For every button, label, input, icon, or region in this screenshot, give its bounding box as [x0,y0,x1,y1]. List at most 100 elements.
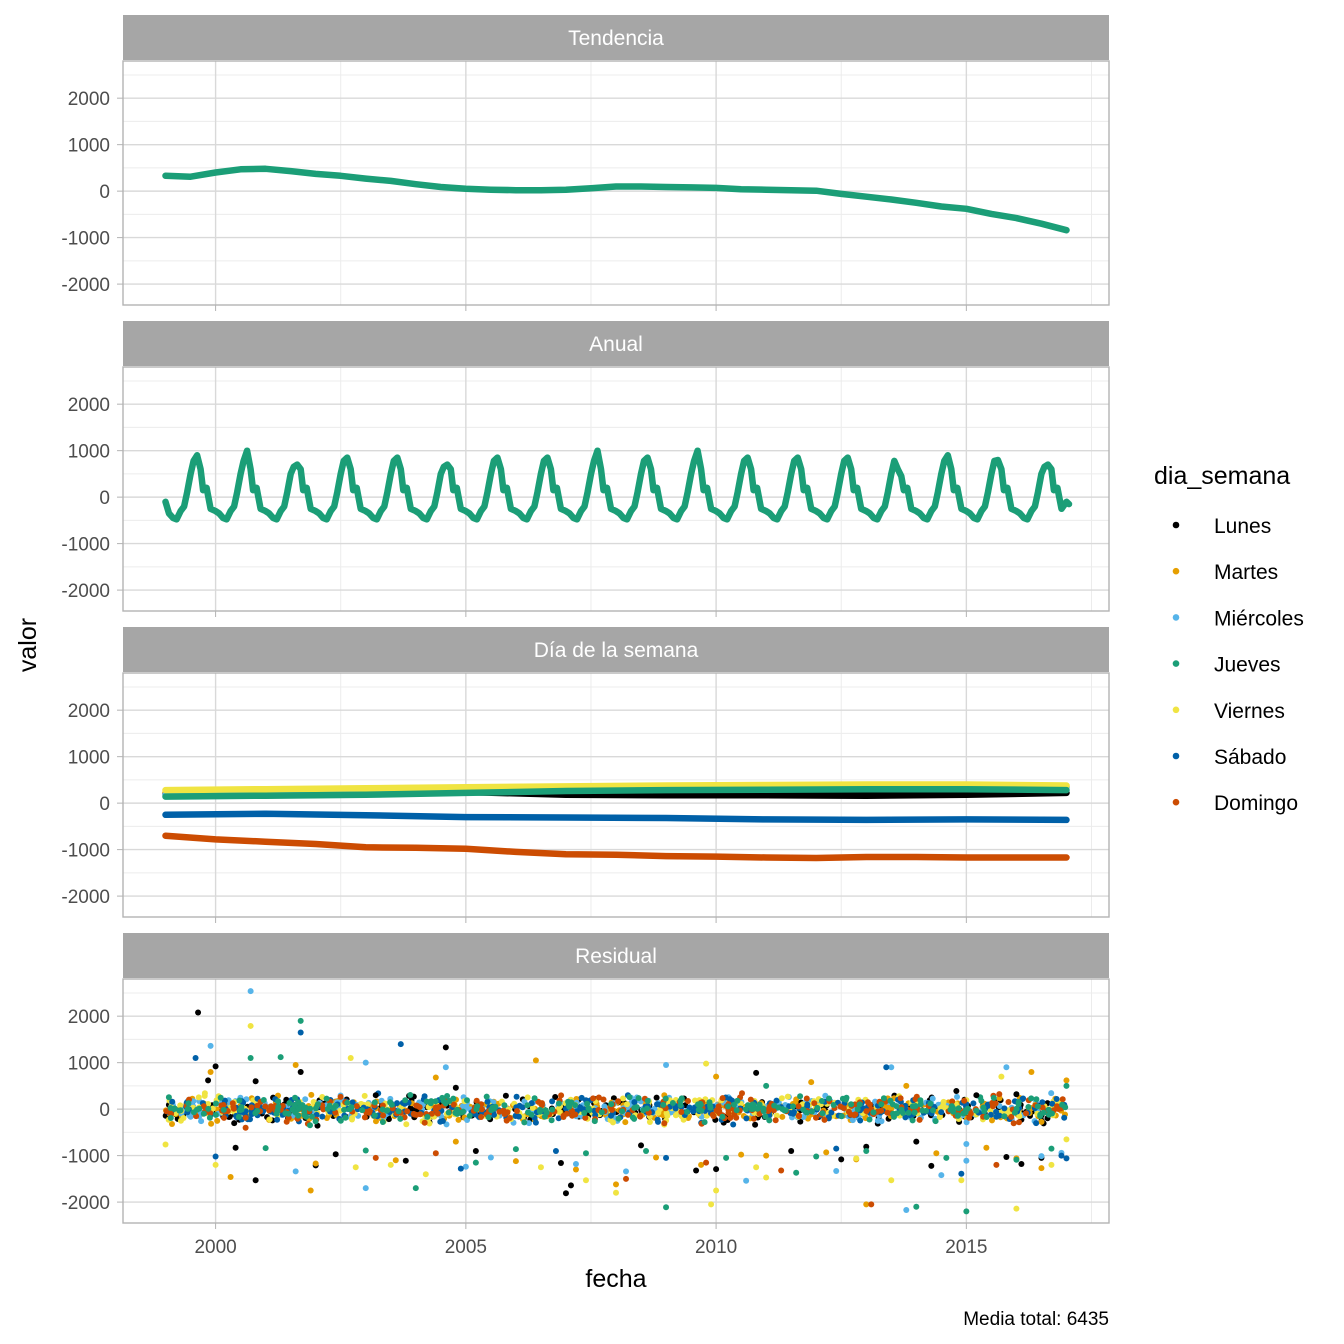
residual-outlier-point [838,1156,845,1163]
residual-outlier-point [713,1073,720,1080]
residual-point [403,1121,410,1128]
residual-point [847,1111,854,1118]
residual-point [238,1106,245,1113]
legend-key-sábado [1172,752,1180,760]
residual-point [993,1113,1000,1120]
residual-point [371,1099,378,1106]
residual-point [413,1102,420,1109]
residual-point [212,1111,219,1118]
residual-point [485,1114,492,1121]
residual-point [819,1110,826,1117]
residual-outlier-point [903,1082,910,1089]
residual-point [669,1100,676,1106]
residual-outlier-point [562,1190,569,1197]
x-tick-label: 2005 [445,1237,487,1258]
residual-point [655,1118,661,1125]
residual-outlier-point [352,1164,359,1171]
residual-point [608,1101,615,1108]
residual-point [450,1101,457,1108]
residual-point [344,1099,351,1106]
residual-point [973,1107,980,1114]
residual-point [513,1093,520,1100]
residual-point [622,1119,629,1126]
residual-point [966,1114,973,1121]
residual-point [556,1109,563,1115]
residual-point [332,1102,339,1109]
residual-point [750,1115,757,1122]
residual-outlier-point [763,1082,770,1089]
residual-point [756,1101,763,1108]
residual-outlier-point [162,1141,169,1148]
residual-outlier-point [387,1161,394,1168]
residual-point [629,1114,636,1121]
residual-point [631,1099,638,1106]
residual-point [902,1114,909,1121]
residual-point [402,1097,409,1104]
residual-outlier-point [212,1153,219,1160]
residual-point [625,1111,631,1118]
residual-outlier-point [1003,1064,1010,1071]
residual-outlier-point [723,1154,730,1161]
residual-point [489,1104,496,1111]
residual-outlier-point [928,1162,935,1169]
residual-point [361,1092,368,1099]
legend-label: Viernes [1214,700,1285,723]
residual-outlier-point [277,1054,284,1061]
data-layer [162,988,1070,1215]
residual-point [698,1107,705,1114]
panel-strip [123,321,1109,366]
panel-title: Tendencia [568,27,664,50]
residual-point [1045,1106,1052,1113]
residual-point [348,1104,355,1111]
residual-point [195,1094,202,1101]
residual-point [295,1112,302,1119]
residual-point [218,1102,225,1109]
residual-point [342,1114,349,1121]
residual-point [429,1110,435,1117]
residual-point [524,1102,531,1109]
residual-point [341,1106,348,1113]
residual-outlier-point [362,1059,369,1066]
residual-point [725,1103,732,1110]
residual-point [384,1107,391,1114]
residual-point [464,1097,470,1104]
series-line-jueves [162,785,1070,800]
residual-point [221,1114,227,1121]
residual-outlier-point [472,1159,479,1166]
residual-point [733,1107,740,1114]
residual-point [187,1113,194,1120]
residual-point [1001,1113,1008,1120]
residual-point [1005,1099,1012,1105]
residual-point [1034,1103,1041,1110]
residual-point [866,1116,873,1123]
residual-point [955,1105,962,1112]
residual-outlier-point [432,1150,439,1157]
residual-point [963,1119,970,1126]
panel-title: Día de la semana [534,639,699,662]
residual-point [548,1117,555,1124]
residual-point [615,1115,622,1122]
residual-point [610,1119,616,1126]
panel-title: Residual [575,945,657,968]
residual-point [521,1119,528,1126]
residual-point [1061,1114,1068,1121]
y-tick-label: 1000 [68,136,110,157]
residual-point [590,1095,597,1102]
residual-point [371,1112,378,1119]
residual-point [1023,1110,1029,1117]
residual-point [286,1100,293,1106]
residual-point [205,1105,212,1112]
residual-point [866,1101,873,1108]
residual-outlier-point [973,1092,980,1099]
residual-point [230,1105,237,1112]
residual-outlier-point [1063,1082,1070,1089]
residual-outlier-point [297,1068,304,1075]
y-tick-label: 0 [99,794,110,815]
residual-point [620,1095,626,1102]
panel-border [122,366,1110,612]
residual-point [500,1107,507,1114]
residual-outlier-point [813,1153,820,1160]
residual-point [640,1107,647,1114]
residual-outlier-point [653,1154,660,1161]
